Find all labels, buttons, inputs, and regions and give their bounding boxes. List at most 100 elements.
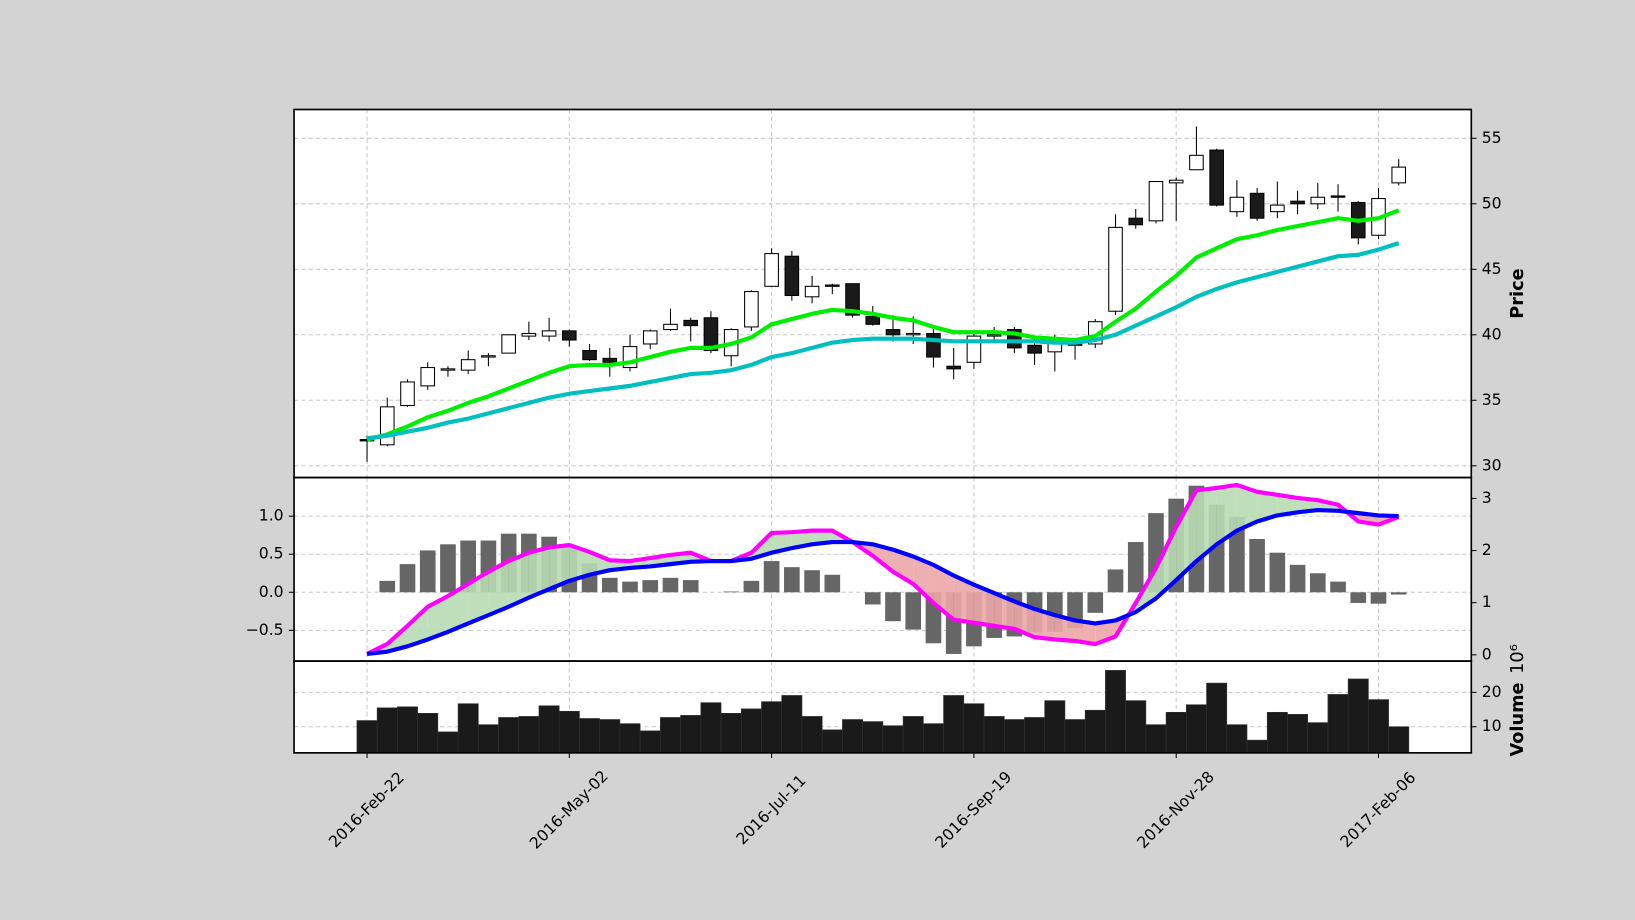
y-tick-label: 20 — [1482, 682, 1502, 701]
volume-bar — [376, 707, 398, 753]
histogram-bar — [419, 550, 436, 593]
candle-body — [521, 332, 537, 337]
volume-bar — [356, 720, 378, 753]
y-tick-label: 35 — [1482, 390, 1502, 409]
x-tick-label: 2016-Feb-22 — [325, 768, 408, 851]
volume-bar — [538, 705, 560, 753]
histogram-bar — [824, 574, 841, 593]
volume-bar — [862, 721, 884, 753]
macd-fill — [1277, 494, 1298, 516]
histogram-bar — [662, 577, 679, 593]
macd-fill — [872, 544, 893, 572]
candle-body — [946, 365, 961, 370]
volume-bar — [477, 724, 499, 753]
candle-body — [885, 329, 901, 336]
volume-bar — [943, 695, 965, 753]
volume-bar — [1327, 694, 1349, 753]
volume-bar — [821, 729, 843, 753]
candle-body — [845, 283, 860, 316]
volume-bar — [1003, 719, 1025, 753]
macd-fill — [1155, 526, 1177, 599]
x-tick-label: 2016-May-02 — [526, 766, 612, 852]
candle-body — [602, 357, 618, 363]
histogram-bar — [682, 580, 699, 593]
y-tick-label: 0.5 — [259, 544, 284, 563]
volume-bar — [397, 706, 418, 753]
volume-bar — [842, 719, 863, 753]
candle-body — [784, 255, 800, 297]
macd-fill — [488, 561, 509, 616]
candle-body — [541, 330, 557, 337]
histogram-bar — [1370, 592, 1387, 604]
candle-body — [905, 332, 921, 336]
volume-bar — [1307, 722, 1329, 753]
candle-body — [1189, 154, 1204, 171]
candle-body — [825, 284, 840, 287]
volume-bar — [518, 716, 540, 753]
macd-fill — [468, 571, 489, 624]
candle-body — [582, 349, 597, 361]
volume-bar — [1165, 711, 1187, 753]
candle-body — [764, 253, 779, 287]
macd-fill — [1196, 487, 1217, 562]
volume-bar — [1044, 700, 1066, 753]
volume-bar — [1186, 704, 1207, 753]
histogram-bar — [399, 564, 416, 593]
line — [366, 507, 1399, 657]
macd-fill — [973, 584, 995, 626]
line — [366, 241, 1400, 441]
plot-background — [294, 109, 1472, 753]
y-tick-label: 45 — [1482, 259, 1502, 278]
volume-bar — [700, 702, 722, 753]
candle-body — [460, 359, 476, 371]
y-axis-label: Volume — [1508, 682, 1528, 756]
macd-fill — [1054, 615, 1076, 641]
macd-fill — [508, 552, 529, 607]
y-tick-label: 3 — [1482, 488, 1492, 507]
candle-body — [744, 291, 759, 328]
histogram-bar — [1289, 564, 1306, 593]
volume-bar — [740, 708, 762, 753]
macd-fill — [1034, 609, 1055, 640]
x-tick-label: 2016-Nov-28 — [1133, 767, 1218, 852]
line — [366, 482, 1400, 656]
y-tick-label: 40 — [1482, 324, 1502, 343]
volume-bar — [437, 731, 459, 753]
histogram-bar — [1309, 573, 1326, 593]
volume-bar — [781, 695, 803, 753]
candle-body — [501, 334, 516, 354]
x-tick-label: 2017-Feb-06 — [1336, 768, 1419, 851]
macd-fill — [1236, 484, 1258, 531]
candle-body — [1330, 195, 1346, 198]
histogram-bar — [1249, 538, 1265, 593]
candle-body — [1310, 196, 1326, 205]
volume-bar — [1064, 719, 1086, 753]
volume-bar — [680, 715, 702, 753]
volume-bar — [720, 713, 742, 753]
candle-body — [683, 319, 699, 327]
macd-fill — [994, 593, 1015, 629]
volume-bar — [761, 701, 783, 753]
y-tick-label: 0.0 — [259, 582, 284, 601]
volume-bar — [1105, 670, 1126, 753]
y-tick-label: 30 — [1482, 455, 1502, 474]
volume-bar — [619, 723, 641, 753]
histogram-bar — [1269, 552, 1286, 593]
candle-body — [1290, 200, 1305, 205]
volume-bar — [1246, 739, 1268, 753]
candle-body — [1128, 217, 1144, 226]
histogram-bar — [1350, 592, 1367, 603]
candle-body — [804, 285, 820, 298]
volume-bar — [579, 718, 600, 753]
candle-body — [1168, 179, 1184, 184]
histogram-bar — [642, 580, 659, 593]
panel-frame — [293, 660, 1473, 754]
volume-bar — [1024, 717, 1046, 753]
volume-bar — [963, 703, 985, 753]
macd-fill — [447, 583, 469, 632]
volume-bar — [498, 717, 520, 753]
macd-fill — [1176, 490, 1197, 581]
volume-bar — [1388, 726, 1410, 753]
volume-bar — [902, 716, 924, 753]
